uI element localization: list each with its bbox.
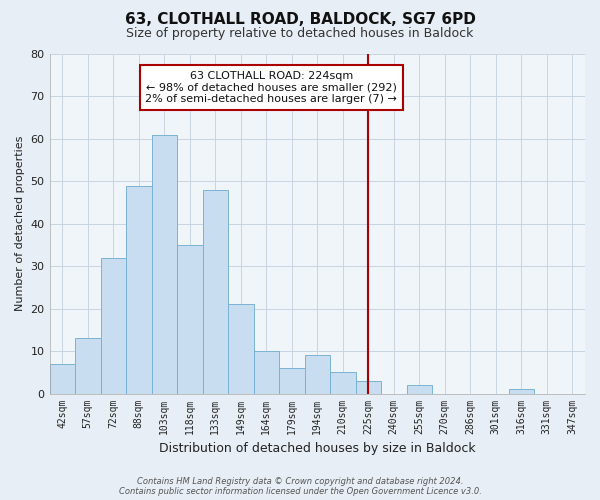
Bar [228, 304, 254, 394]
Bar [305, 356, 330, 394]
Text: Size of property relative to detached houses in Baldock: Size of property relative to detached ho… [127, 28, 473, 40]
Bar [75, 338, 101, 394]
Text: Contains HM Land Registry data © Crown copyright and database right 2024.
Contai: Contains HM Land Registry data © Crown c… [119, 476, 481, 496]
X-axis label: Distribution of detached houses by size in Baldock: Distribution of detached houses by size … [159, 442, 476, 455]
Text: 63, CLOTHALL ROAD, BALDOCK, SG7 6PD: 63, CLOTHALL ROAD, BALDOCK, SG7 6PD [125, 12, 475, 28]
Y-axis label: Number of detached properties: Number of detached properties [15, 136, 25, 312]
Bar [177, 245, 203, 394]
Bar [407, 385, 432, 394]
Bar [50, 364, 75, 394]
Bar [330, 372, 356, 394]
Bar [509, 390, 534, 394]
Text: 63 CLOTHALL ROAD: 224sqm
← 98% of detached houses are smaller (292)
2% of semi-d: 63 CLOTHALL ROAD: 224sqm ← 98% of detach… [145, 71, 397, 104]
Bar [126, 186, 152, 394]
Bar [279, 368, 305, 394]
Bar [101, 258, 126, 394]
Bar [356, 381, 381, 394]
Bar [203, 190, 228, 394]
Bar [152, 134, 177, 394]
Bar [254, 351, 279, 394]
